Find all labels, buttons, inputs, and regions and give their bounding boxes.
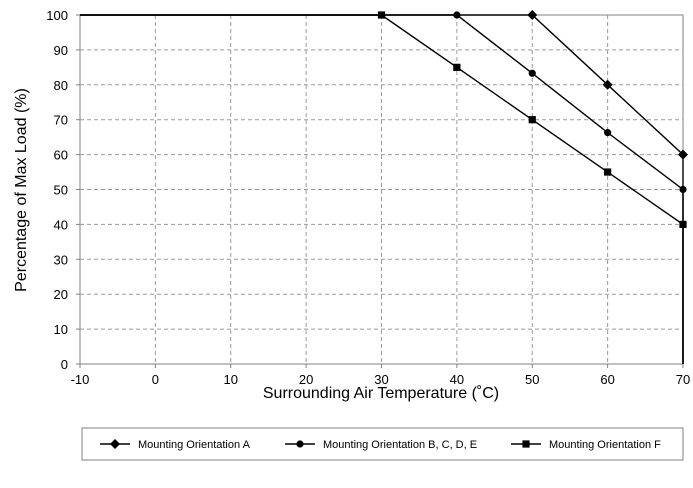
x-tick-labels: -10 0 10 20 30 40 50 60 70 xyxy=(71,372,691,387)
x-tick-label: 30 xyxy=(374,372,388,387)
x-tick-label: 60 xyxy=(600,372,614,387)
data-point xyxy=(528,116,536,124)
legend-marker xyxy=(296,440,304,448)
x-tick-label: 10 xyxy=(224,372,238,387)
y-tick-label: 20 xyxy=(54,287,68,302)
x-tick-label: -10 xyxy=(71,372,90,387)
data-point xyxy=(604,168,612,176)
legend-label: Mounting Orientation B, C, D, E xyxy=(323,439,477,451)
data-point xyxy=(679,220,687,228)
y-tick-label: 60 xyxy=(54,148,68,163)
data-point xyxy=(453,63,461,71)
x-tick-label: 70 xyxy=(676,372,690,387)
legend-label: Mounting Orientation A xyxy=(138,439,251,451)
x-tick-label: 50 xyxy=(525,372,539,387)
data-point xyxy=(528,69,536,77)
data-point xyxy=(602,79,613,90)
y-tick-label: 10 xyxy=(54,322,68,337)
legend-entry: Mounting Orientation B, C, D, E xyxy=(285,439,477,451)
legend-label: Mounting Orientation F xyxy=(549,439,661,451)
y-tick-label: 70 xyxy=(54,113,68,128)
series-layer xyxy=(80,10,688,364)
data-point xyxy=(377,11,386,19)
series-3 xyxy=(80,11,687,364)
x-tick-label: 40 xyxy=(450,372,464,387)
x-tick-label: 0 xyxy=(152,372,159,387)
y-tick-labels: 0 10 20 30 40 50 60 70 80 90 100 xyxy=(46,8,68,372)
y-tick-label: 0 xyxy=(61,357,68,372)
y-tick-label: 80 xyxy=(54,78,68,93)
data-point xyxy=(527,10,538,20)
legend-entry: Mounting Orientation A xyxy=(100,439,251,451)
data-point xyxy=(678,149,688,160)
legend-marker xyxy=(110,439,120,449)
y-tick-label: 30 xyxy=(54,252,68,267)
data-point xyxy=(604,129,612,137)
series-line xyxy=(80,14,684,364)
legend-entry: Mounting Orientation F xyxy=(511,439,661,451)
y-tick-label: 100 xyxy=(46,8,68,23)
data-point xyxy=(453,11,461,19)
data-point xyxy=(679,185,687,194)
y-axis-title: Percentage of Max Load (%) xyxy=(13,88,30,292)
x-tick-label: 20 xyxy=(299,372,313,387)
y-tick-label: 50 xyxy=(54,183,68,198)
x-axis-title: Surrounding Air Temperature (˚C) xyxy=(263,385,499,402)
series-2 xyxy=(80,11,687,364)
y-tick-label: 40 xyxy=(54,217,68,232)
y-tick-label: 90 xyxy=(54,43,68,58)
legend: Mounting Orientation A Mounting Orientati… xyxy=(100,439,661,451)
legend-box xyxy=(81,427,684,461)
legend-marker xyxy=(522,440,530,448)
